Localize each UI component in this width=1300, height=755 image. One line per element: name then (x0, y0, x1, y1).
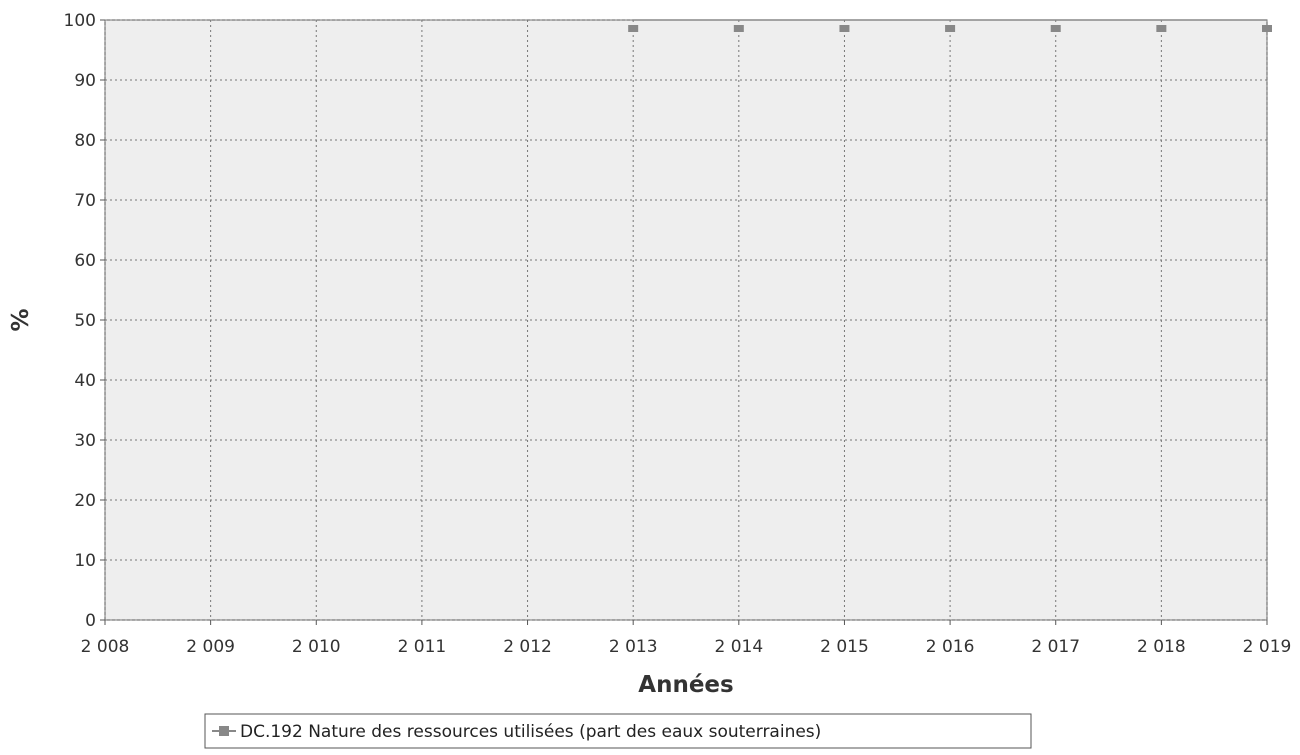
legend: DC.192 Nature des ressources utilisées (… (204, 713, 1032, 749)
x-tick-label: 2 015 (820, 637, 869, 657)
x-tick-label: 2 011 (398, 637, 447, 657)
series (628, 19, 1272, 32)
legend-marker-icon (219, 726, 229, 736)
data-point (628, 25, 639, 32)
y-tick-label: 0 (85, 611, 96, 631)
y-axis-title: % (8, 308, 34, 331)
x-tick-label: 2 008 (81, 637, 130, 657)
legend-label: DC.192 Nature des ressources utilisées (… (240, 722, 821, 742)
data-point (839, 25, 850, 32)
y-tick-label: 20 (74, 491, 96, 511)
y-tick-label: 40 (74, 371, 96, 391)
y-tick-label: 50 (74, 311, 96, 331)
y-tick-label: 60 (74, 251, 96, 271)
y-tick-label: 100 (64, 11, 96, 31)
data-point (1262, 25, 1272, 32)
y-tick-label: 70 (74, 191, 96, 211)
x-tick-label: 2 016 (926, 637, 975, 657)
x-tick-label: 2 018 (1137, 637, 1186, 657)
data-point (1156, 25, 1167, 32)
y-tick-label: 30 (74, 431, 96, 451)
grid (104, 19, 1268, 621)
y-tick-label: 10 (74, 551, 96, 571)
x-tick-label: 2 009 (186, 637, 235, 657)
x-tick-label: 2 013 (609, 637, 658, 657)
x-axis-title: Années (638, 672, 733, 698)
x-tick-label: 2 010 (292, 637, 341, 657)
legend-box (204, 713, 1032, 749)
ticks: 0 10 20 30 40 50 60 70 80 90 100 2 008 2 009 2 010 2 0… (64, 11, 1292, 657)
x-tick-label: 2 019 (1243, 637, 1292, 657)
x-tick-label: 2 017 (1031, 637, 1080, 657)
x-tick-label: 2 012 (503, 637, 552, 657)
data-point (1050, 25, 1061, 32)
x-tick-label: 2 014 (714, 637, 763, 657)
y-tick-label: 80 (74, 131, 96, 151)
y-tick-label: 90 (74, 71, 96, 91)
data-point (945, 25, 956, 32)
data-point (733, 25, 744, 32)
